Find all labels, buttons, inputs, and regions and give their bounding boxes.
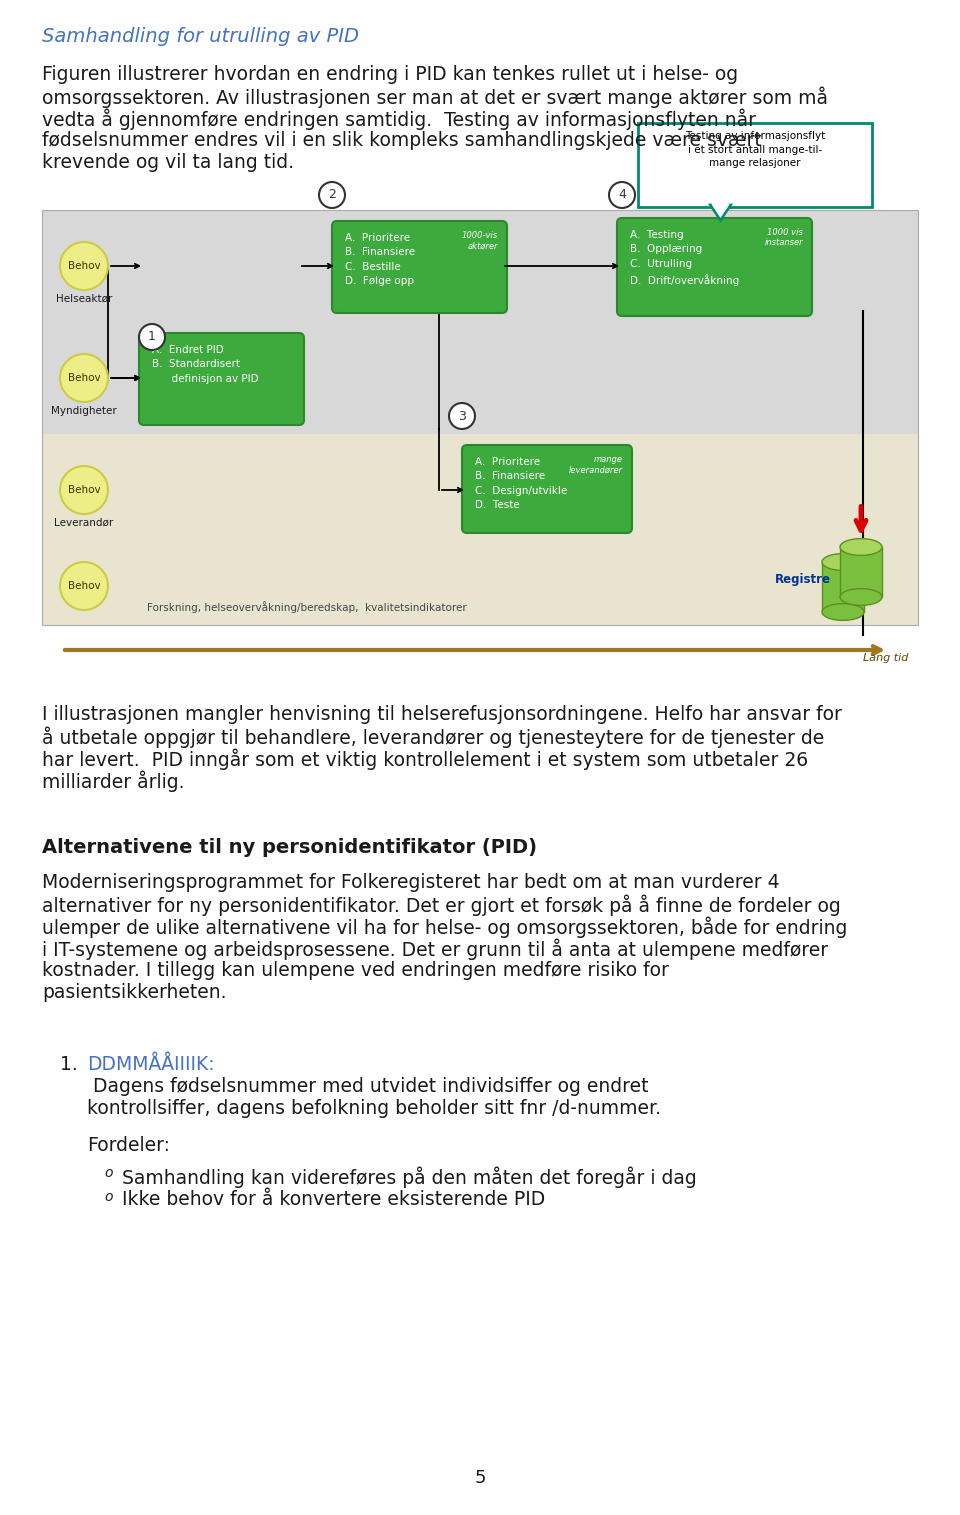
Text: 4: 4 xyxy=(618,188,626,201)
Text: Behov: Behov xyxy=(68,261,100,271)
Text: 1.: 1. xyxy=(60,1054,78,1074)
FancyBboxPatch shape xyxy=(617,218,812,317)
Text: Registre: Registre xyxy=(775,573,831,585)
Text: 2: 2 xyxy=(328,188,336,201)
Text: Behov: Behov xyxy=(68,373,100,383)
Polygon shape xyxy=(710,205,731,220)
Text: o: o xyxy=(104,1189,112,1204)
FancyBboxPatch shape xyxy=(139,333,304,426)
Ellipse shape xyxy=(840,539,882,556)
Text: i IT-systemene og arbeidsprosessene. Det er grunn til å anta at ulempene medføre: i IT-systemene og arbeidsprosessene. Det… xyxy=(42,939,828,961)
Text: Forskning, helseovervåkning/beredskap,  kvalitetsindikatorer: Forskning, helseovervåkning/beredskap, k… xyxy=(147,601,467,614)
Text: A.  Endret PID
B.  Standardisert
      definisjon av PID: A. Endret PID B. Standardisert definisjo… xyxy=(152,345,258,383)
Polygon shape xyxy=(712,205,729,217)
Text: Moderniseringsprogrammet for Folkeregisteret har bedt om at man vurderer 4: Moderniseringsprogrammet for Folkeregist… xyxy=(42,873,780,892)
Text: å utbetale oppgjør til behandlere, leverandører og tjenesteytere for de tjeneste: å utbetale oppgjør til behandlere, lever… xyxy=(42,727,825,748)
FancyBboxPatch shape xyxy=(638,123,872,208)
Circle shape xyxy=(60,355,108,401)
Text: Lang tid: Lang tid xyxy=(863,653,908,664)
Text: 1000 vis
instanser: 1000 vis instanser xyxy=(764,227,803,247)
FancyBboxPatch shape xyxy=(42,211,918,436)
Text: Fordeler:: Fordeler: xyxy=(87,1136,170,1154)
Text: Ikke behov for å konvertere eksisterende PID: Ikke behov for å konvertere eksisterende… xyxy=(122,1189,545,1209)
FancyBboxPatch shape xyxy=(332,221,507,314)
Text: Samhandling kan videreføres på den måten det foregår i dag: Samhandling kan videreføres på den måten… xyxy=(122,1167,697,1188)
Ellipse shape xyxy=(840,589,882,606)
Circle shape xyxy=(60,562,108,611)
Text: krevende og vil ta lang tid.: krevende og vil ta lang tid. xyxy=(42,153,294,173)
Text: DDMMÅÅIIIIK:: DDMMÅÅIIIIK: xyxy=(87,1054,215,1074)
Text: o: o xyxy=(104,1167,112,1180)
Text: Samhandling for utrulling av PID: Samhandling for utrulling av PID xyxy=(42,27,359,45)
Text: I illustrasjonen mangler henvisning til helserefusjonsordningene. Helfo har ansv: I illustrasjonen mangler henvisning til … xyxy=(42,704,842,724)
Ellipse shape xyxy=(822,553,864,571)
Text: Testing av informasjonsflyt
i et stort antall mange-til-
mange relasjoner: Testing av informasjonsflyt i et stort a… xyxy=(684,130,826,168)
Text: Alternativene til ny personidentifikator (PID): Alternativene til ny personidentifikator… xyxy=(42,838,537,857)
Text: omsorgssektoren. Av illustrasjonen ser man at det er svært mange aktører som må: omsorgssektoren. Av illustrasjonen ser m… xyxy=(42,86,828,109)
Text: Behov: Behov xyxy=(68,485,100,495)
Circle shape xyxy=(60,242,108,289)
Text: vedta å gjennomføre endringen samtidig.  Testing av informasjonsflyten når: vedta å gjennomføre endringen samtidig. … xyxy=(42,109,756,130)
Text: A.  Testing
B.  Opplæring
C.  Utrulling
D.  Drift/overvåkning: A. Testing B. Opplæring C. Utrulling D. … xyxy=(630,230,739,286)
Text: 1: 1 xyxy=(148,330,156,344)
Circle shape xyxy=(60,467,108,514)
Text: fødselsnummer endres vil i en slik kompleks samhandlingskjede være svært: fødselsnummer endres vil i en slik kompl… xyxy=(42,130,761,150)
Text: A.  Prioritere
B.  Finansiere
C.  Design/utvikle
D.  Teste: A. Prioritere B. Finansiere C. Design/ut… xyxy=(475,458,567,511)
Ellipse shape xyxy=(822,603,864,621)
FancyBboxPatch shape xyxy=(462,445,632,533)
Circle shape xyxy=(139,324,165,350)
FancyBboxPatch shape xyxy=(42,433,918,626)
Text: pasientsikkerheten.: pasientsikkerheten. xyxy=(42,983,227,1001)
Text: A.  Prioritere
B.  Finansiere
C.  Bestille
D.  Følge opp: A. Prioritere B. Finansiere C. Bestille … xyxy=(345,233,415,286)
Text: 3: 3 xyxy=(458,409,466,423)
Circle shape xyxy=(449,403,475,429)
Text: Myndigheter: Myndigheter xyxy=(51,406,117,417)
Text: 1000-vis
aktører: 1000-vis aktører xyxy=(462,230,498,250)
Text: kontrollsiffer, dagens befolkning beholder sitt fnr /d-nummer.: kontrollsiffer, dagens befolkning behold… xyxy=(87,1098,661,1118)
Text: har levert.  PID inngår som et viktig kontrollelement i et system som utbetaler : har levert. PID inngår som et viktig kon… xyxy=(42,748,808,771)
Text: Helseaktør: Helseaktør xyxy=(56,294,112,305)
FancyBboxPatch shape xyxy=(822,562,864,612)
Text: Behov: Behov xyxy=(68,580,100,591)
Circle shape xyxy=(609,182,635,208)
Text: Dagens fødselsnummer med utvidet individsiffer og endret: Dagens fødselsnummer med utvidet individ… xyxy=(87,1077,649,1095)
Text: Leverandør: Leverandør xyxy=(55,518,113,529)
Text: ulemper de ulike alternativene vil ha for helse- og omsorgssektoren, både for en: ulemper de ulike alternativene vil ha fo… xyxy=(42,917,848,938)
Text: 5: 5 xyxy=(474,1470,486,1488)
Text: kostnader. I tillegg kan ulempene ved endringen medføre risiko for: kostnader. I tillegg kan ulempene ved en… xyxy=(42,961,669,980)
FancyBboxPatch shape xyxy=(840,547,882,597)
Text: milliarder årlig.: milliarder årlig. xyxy=(42,771,184,792)
Text: Figuren illustrerer hvordan en endring i PID kan tenkes rullet ut i helse- og: Figuren illustrerer hvordan en endring i… xyxy=(42,65,738,83)
Text: mange
leverandører: mange leverandører xyxy=(569,454,623,474)
Text: alternativer for ny personidentifikator. Det er gjort et forsøk på å finne de fo: alternativer for ny personidentifikator.… xyxy=(42,895,841,917)
Circle shape xyxy=(319,182,345,208)
